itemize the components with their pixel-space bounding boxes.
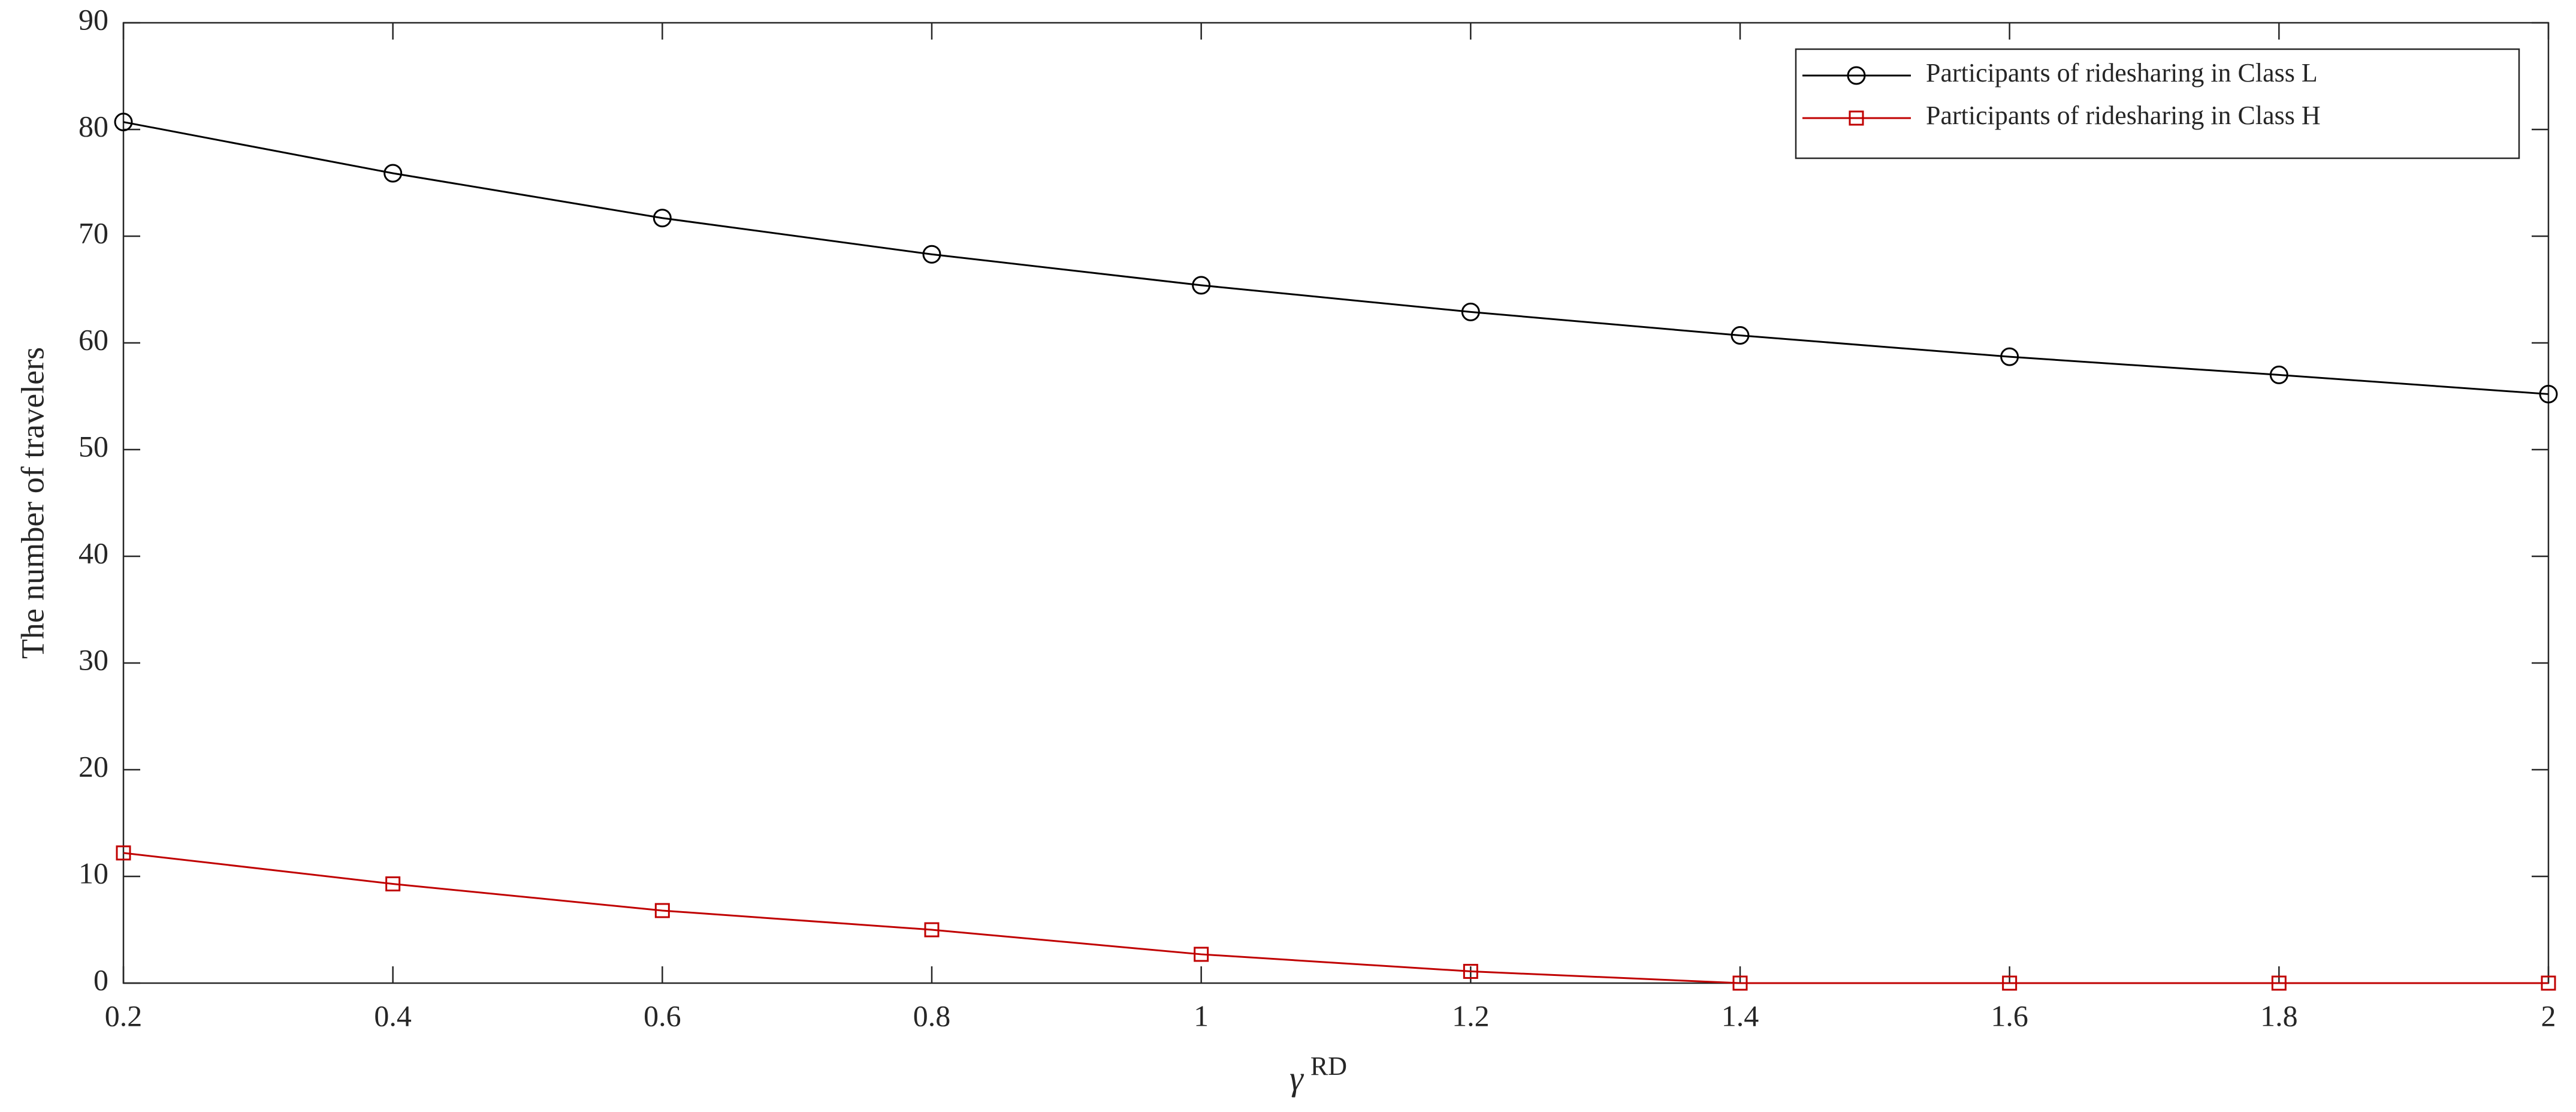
marker bbox=[924, 922, 940, 938]
x-axis-label-base: γ bbox=[1289, 1059, 1304, 1098]
marker bbox=[114, 113, 133, 132]
marker bbox=[653, 209, 672, 228]
marker bbox=[385, 876, 401, 891]
marker bbox=[1732, 975, 1748, 991]
marker bbox=[2271, 975, 2287, 991]
x-tick-label: 0.2 bbox=[105, 999, 143, 1032]
series-line bbox=[123, 852, 2548, 984]
y-tick-label: 30 bbox=[78, 643, 108, 676]
x-tick-label: 1.8 bbox=[2260, 999, 2298, 1032]
marker bbox=[1731, 326, 1750, 345]
marker bbox=[1192, 276, 1211, 295]
y-tick-label: 70 bbox=[78, 216, 108, 249]
y-tick-label: 80 bbox=[78, 109, 108, 143]
series-line bbox=[123, 121, 2549, 395]
legend-label: Participants of ridesharing in Class L bbox=[1926, 58, 2318, 88]
legend-label: Participants of ridesharing in Class H bbox=[1926, 101, 2321, 130]
x-tick-label: 0.4 bbox=[374, 999, 412, 1032]
y-axis-label: The number of travelers bbox=[14, 347, 50, 659]
y-tick-label: 10 bbox=[78, 856, 108, 890]
y-tick-label: 50 bbox=[78, 429, 108, 463]
marker bbox=[922, 245, 941, 264]
x-tick-label: 0.8 bbox=[913, 999, 951, 1032]
y-tick-label: 40 bbox=[78, 536, 108, 569]
marker bbox=[2539, 384, 2558, 403]
marker bbox=[2000, 347, 2019, 366]
marker bbox=[1463, 963, 1478, 979]
marker bbox=[2002, 975, 2018, 991]
marker bbox=[2541, 975, 2556, 991]
x-tick-label: 0.6 bbox=[644, 999, 681, 1032]
marker bbox=[116, 845, 131, 861]
y-tick-label: 20 bbox=[78, 749, 108, 783]
x-tick-label: 1.4 bbox=[1722, 999, 1759, 1032]
x-tick-label: 1.2 bbox=[1452, 999, 1490, 1032]
x-tick-label: 2 bbox=[2541, 999, 2556, 1032]
y-tick-label: 60 bbox=[78, 323, 108, 356]
marker bbox=[383, 164, 403, 183]
legend-marker bbox=[1849, 110, 1864, 126]
x-axis-label-sup: RD bbox=[1310, 1051, 1347, 1081]
x-tick-label: 1 bbox=[1194, 999, 1209, 1032]
marker bbox=[1194, 947, 1209, 962]
y-tick-label: 0 bbox=[93, 963, 108, 996]
marker bbox=[1461, 302, 1480, 321]
x-axis-label: γ RD bbox=[1289, 1051, 1347, 1098]
marker bbox=[654, 903, 670, 918]
plot-frame bbox=[122, 22, 2550, 984]
x-tick-label: 1.6 bbox=[1991, 999, 2028, 1032]
legend-marker bbox=[1847, 66, 1866, 85]
legend-box bbox=[1795, 48, 2520, 159]
y-tick-label: 90 bbox=[78, 2, 108, 36]
marker bbox=[2269, 365, 2288, 384]
